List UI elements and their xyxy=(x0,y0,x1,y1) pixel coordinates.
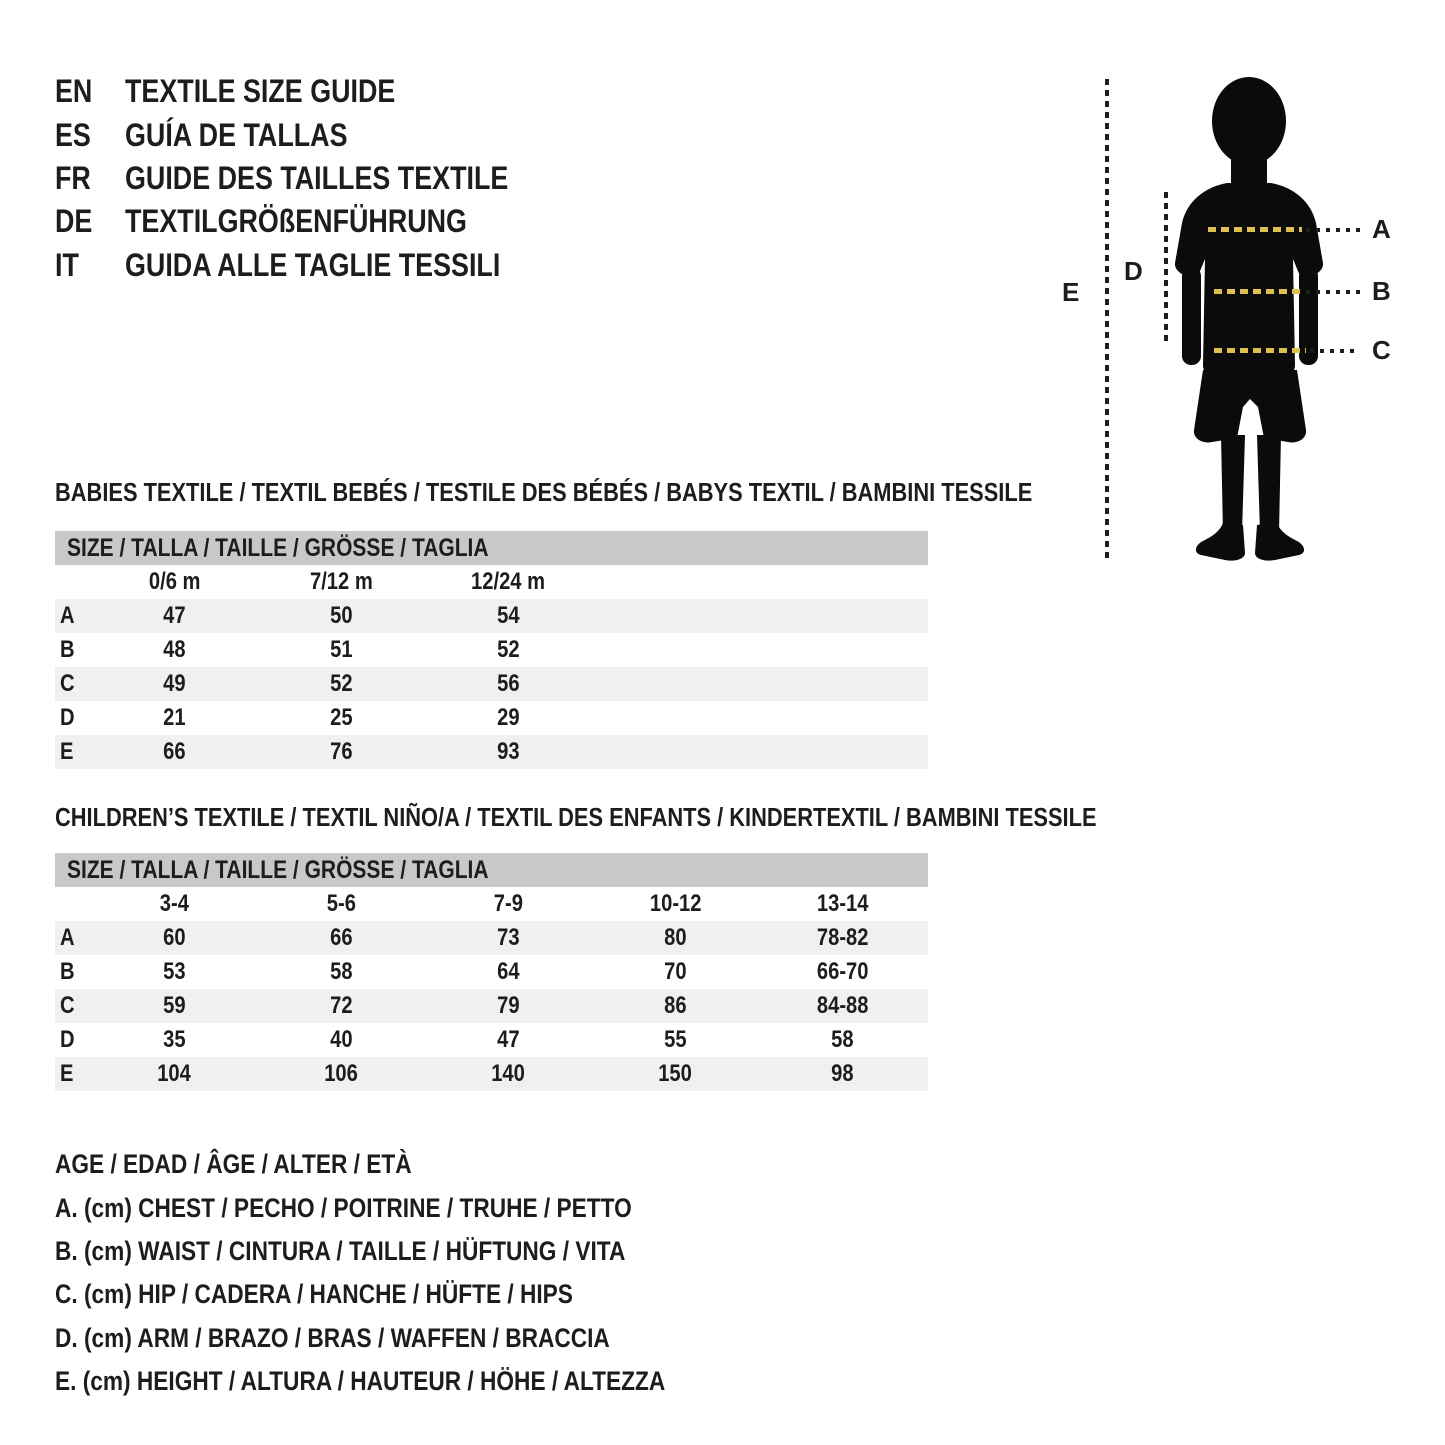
lang-code-en: EN xyxy=(55,73,93,110)
lang-row-es: ES GUÍA DE TALLAS xyxy=(55,113,581,156)
children-col-header: 3-4 xyxy=(159,890,190,917)
lang-title-en: TEXTILE SIZE GUIDE xyxy=(125,73,396,110)
children-size-header-band: SIZE / TALLA / TAILLE / GRÖSSE / TAGLIA xyxy=(55,853,928,887)
lang-row-fr: FR GUIDE DES TAILLES TEXTILE xyxy=(55,157,581,200)
lang-title-de: TEXTILGRÖßENFÜHRUNG xyxy=(125,203,467,240)
row-label: B xyxy=(60,958,75,985)
guide-label-A: A xyxy=(1372,214,1391,244)
chest-guide-dots-A xyxy=(1306,228,1360,232)
table-row: D 21 25 29 xyxy=(55,701,928,735)
row-label: C xyxy=(60,992,75,1019)
row-label: E xyxy=(60,738,74,765)
measurement-legend: AGE / EDAD / ÂGE / ALTER / ETÀ A. (cm) C… xyxy=(55,1143,781,1403)
legend-item-height: E. (cm) HEIGHT / ALTURA / HAUTEUR / HÖHE… xyxy=(55,1366,666,1397)
waist-guide-dots-B xyxy=(1306,290,1360,294)
guide-label-E: E xyxy=(1062,277,1080,307)
hip-guide-dash-C xyxy=(1214,348,1306,353)
children-column-header-row: 3-4 5-6 7-9 10-12 13-14 xyxy=(55,887,928,921)
language-title-block: EN TEXTILE SIZE GUIDE ES GUÍA DE TALLAS … xyxy=(55,70,581,287)
babies-col-header: 12/24 m xyxy=(471,568,546,595)
arm-guide-line-D xyxy=(1164,192,1168,342)
table-row: A 47 50 54 xyxy=(55,599,928,633)
silhouette-left-leg xyxy=(1221,435,1245,533)
silhouette-right-shoe xyxy=(1255,523,1305,561)
row-label: C xyxy=(60,670,75,697)
silhouette-left-shoe xyxy=(1195,523,1245,561)
table-row: E 66 76 93 xyxy=(55,735,928,769)
guide-label-C: C xyxy=(1372,335,1391,365)
table-row: C 49 52 56 xyxy=(55,667,928,701)
row-label: B xyxy=(60,636,75,663)
children-col-header: 5-6 xyxy=(326,890,357,917)
silhouette-right-leg xyxy=(1257,435,1281,533)
silhouette-left-arm xyxy=(1182,267,1201,365)
lang-row-it: IT GUIDA ALLE TAGLIE TESSILI xyxy=(55,244,581,287)
lang-code-it: IT xyxy=(55,246,79,283)
silhouette-shorts xyxy=(1193,370,1307,443)
chest-guide-dash-A xyxy=(1208,227,1302,232)
children-col-header: 13-14 xyxy=(816,890,869,917)
lang-title-it: GUIDA ALLE TAGLIE TESSILI xyxy=(125,246,501,283)
legend-item-hip: C. (cm) HIP / CADERA / HANCHE / HÜFTE / … xyxy=(55,1279,573,1310)
row-label: A xyxy=(60,602,75,629)
table-row: B 48 51 52 xyxy=(55,633,928,667)
lang-title-es: GUÍA DE TALLAS xyxy=(125,116,348,153)
babies-col-header: 0/6 m xyxy=(148,568,201,595)
babies-col-header: 7/12 m xyxy=(310,568,373,595)
table-row: E 104 106 140 150 98 xyxy=(55,1057,928,1091)
lang-row-en: EN TEXTILE SIZE GUIDE xyxy=(55,70,581,113)
lang-code-fr: FR xyxy=(55,159,91,196)
children-section-title: CHILDREN’S TEXTILE / TEXTIL NIÑO/A / TEX… xyxy=(55,802,1097,832)
babies-size-header-band: SIZE / TALLA / TAILLE / GRÖSSE / TAGLIA xyxy=(55,531,928,565)
waist-guide-dash-B xyxy=(1214,289,1302,294)
babies-size-table: SIZE / TALLA / TAILLE / GRÖSSE / TAGLIA … xyxy=(55,531,928,769)
lang-title-fr: GUIDE DES TAILLES TEXTILE xyxy=(125,159,509,196)
legend-item-waist: B. (cm) WAIST / CINTURA / TAILLE / HÜFTU… xyxy=(55,1235,626,1266)
lang-code-es: ES xyxy=(55,116,91,153)
guide-label-D: D xyxy=(1124,256,1143,286)
children-size-table: SIZE / TALLA / TAILLE / GRÖSSE / TAGLIA … xyxy=(55,853,928,1091)
lang-row-de: DE TEXTILGRÖßENFÜHRUNG xyxy=(55,200,581,243)
lang-code-de: DE xyxy=(55,203,93,240)
children-col-header: 7-9 xyxy=(493,890,524,917)
row-label: E xyxy=(60,1060,74,1087)
hip-guide-dots-C xyxy=(1310,349,1360,353)
babies-column-header-row: 0/6 m 7/12 m 12/24 m xyxy=(55,565,928,599)
guide-label-B: B xyxy=(1372,276,1391,306)
table-row: D 35 40 47 55 58 xyxy=(55,1023,928,1057)
row-label: A xyxy=(60,924,75,951)
legend-age-line: AGE / EDAD / ÂGE / ALTER / ETÀ xyxy=(55,1149,412,1180)
height-guide-line-E xyxy=(1105,79,1109,562)
table-row: B 53 58 64 70 66-70 xyxy=(55,955,928,989)
babies-section-title: BABIES TEXTILE / TEXTIL BEBÉS / TESTILE … xyxy=(55,477,1033,507)
table-row: A 60 66 73 80 78-82 xyxy=(55,921,928,955)
row-label: D xyxy=(60,1026,75,1053)
legend-item-arm: D. (cm) ARM / BRAZO / BRAS / WAFFEN / BR… xyxy=(55,1322,610,1353)
row-label: D xyxy=(60,704,75,731)
silhouette-head xyxy=(1212,77,1286,165)
children-col-header: 10-12 xyxy=(649,890,702,917)
legend-item-chest: A. (cm) CHEST / PECHO / POITRINE / TRUHE… xyxy=(55,1192,632,1223)
table-row: C 59 72 79 86 84-88 xyxy=(55,989,928,1023)
